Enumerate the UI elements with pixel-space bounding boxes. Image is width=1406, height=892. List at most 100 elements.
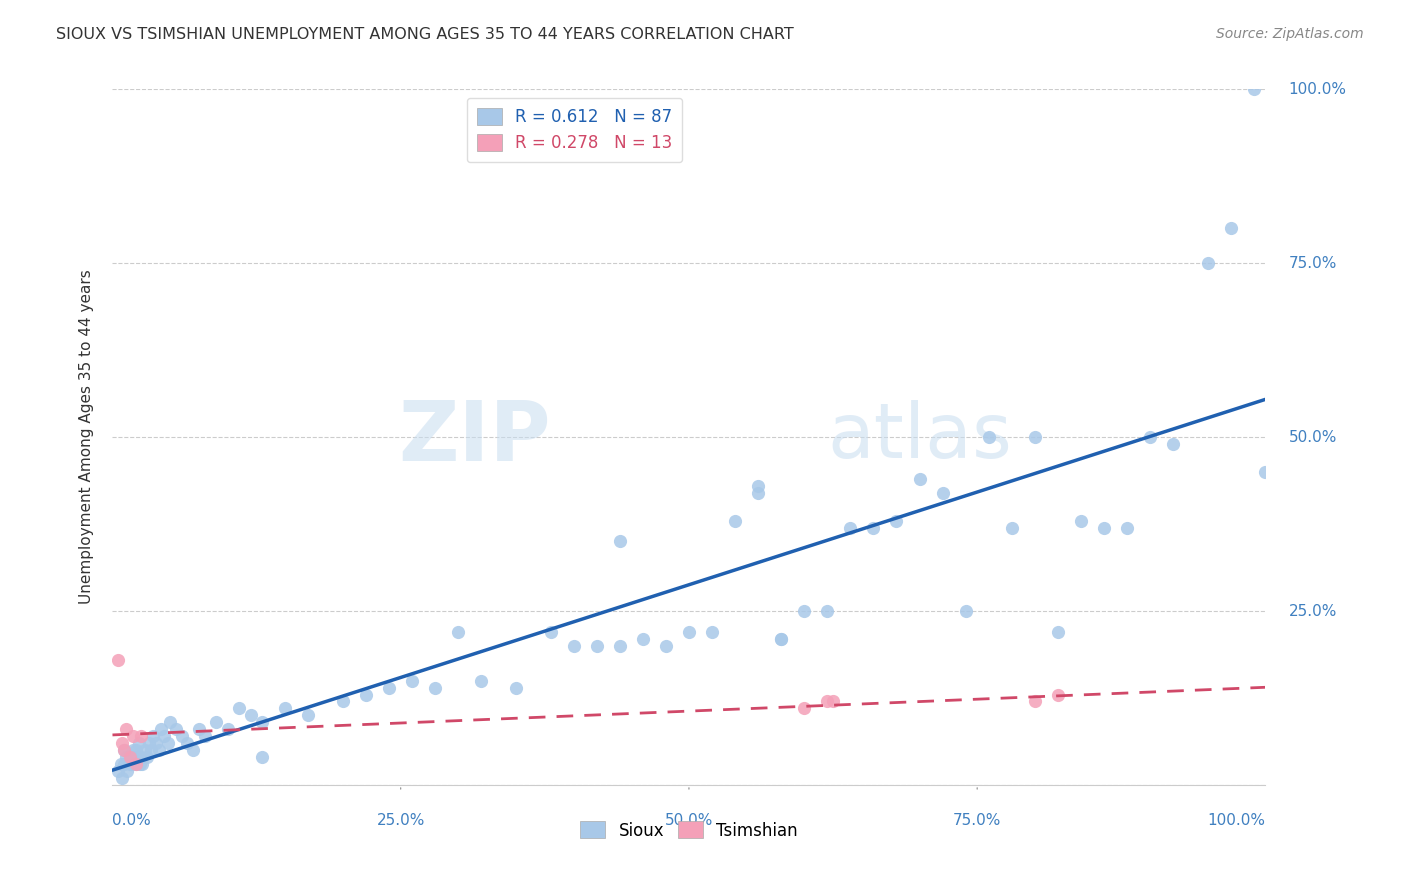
Point <box>124 757 146 772</box>
Point <box>1046 624 1069 639</box>
Point <box>228 701 250 715</box>
Point <box>1161 437 1184 451</box>
Point <box>770 632 793 646</box>
Point <box>110 757 132 772</box>
Point <box>170 729 193 743</box>
Point <box>136 750 159 764</box>
Point <box>631 632 654 646</box>
Point <box>470 673 492 688</box>
Point <box>821 694 844 708</box>
Point <box>239 708 262 723</box>
Point <box>149 723 172 737</box>
Point <box>609 534 631 549</box>
Point <box>297 708 319 723</box>
Text: 50.0%: 50.0% <box>1288 430 1337 444</box>
Point <box>118 750 141 764</box>
Point <box>609 639 631 653</box>
Point <box>678 624 700 639</box>
Point <box>274 701 297 715</box>
Point <box>131 757 153 772</box>
Point <box>747 485 769 500</box>
Point <box>401 673 423 688</box>
Point <box>112 743 135 757</box>
Point <box>505 681 527 695</box>
Point <box>1254 465 1277 479</box>
Point <box>908 472 931 486</box>
Text: 75.0%: 75.0% <box>953 813 1001 828</box>
Point <box>332 694 354 708</box>
Point <box>176 736 198 750</box>
Point <box>121 757 143 772</box>
Point <box>1197 256 1219 270</box>
Point <box>562 639 585 653</box>
Point <box>107 653 129 667</box>
Point <box>107 764 129 778</box>
Point <box>165 723 187 737</box>
Point <box>378 681 401 695</box>
Point <box>931 485 953 500</box>
Point <box>252 750 274 764</box>
Point <box>886 514 908 528</box>
Point <box>217 723 239 737</box>
Point <box>1070 514 1092 528</box>
Point <box>124 743 146 757</box>
Point <box>425 681 447 695</box>
Text: 25.0%: 25.0% <box>1288 604 1337 618</box>
Point <box>1001 520 1024 534</box>
Point <box>122 729 145 743</box>
Text: 100.0%: 100.0% <box>1288 82 1347 96</box>
Text: 100.0%: 100.0% <box>1208 813 1265 828</box>
Point <box>122 750 145 764</box>
Point <box>115 723 138 737</box>
Text: 0.0%: 0.0% <box>112 813 152 828</box>
Point <box>112 757 135 772</box>
Point <box>124 757 146 772</box>
Point <box>129 757 152 772</box>
Point <box>194 729 217 743</box>
Point <box>139 743 162 757</box>
Point <box>1219 221 1241 235</box>
Text: atlas: atlas <box>827 401 1012 474</box>
Point <box>585 639 607 653</box>
Point <box>138 736 160 750</box>
Point <box>815 694 838 708</box>
Text: Source: ZipAtlas.com: Source: ZipAtlas.com <box>1216 27 1364 41</box>
Point <box>1243 82 1265 96</box>
Point <box>1139 430 1161 444</box>
Point <box>955 604 977 618</box>
Point <box>540 624 562 639</box>
Point <box>127 750 149 764</box>
Point <box>129 750 153 764</box>
Point <box>1024 694 1046 708</box>
Point <box>770 632 793 646</box>
Point <box>120 750 142 764</box>
Point <box>700 624 723 639</box>
Point <box>145 736 167 750</box>
Point <box>122 743 145 757</box>
Text: ZIP: ZIP <box>398 397 551 477</box>
Point <box>839 520 862 534</box>
Point <box>159 715 181 730</box>
Text: 25.0%: 25.0% <box>377 813 425 828</box>
Text: 75.0%: 75.0% <box>1288 256 1337 270</box>
Point <box>862 520 884 534</box>
Point <box>134 743 156 757</box>
Point <box>117 764 139 778</box>
Point <box>724 514 747 528</box>
Point <box>1046 688 1069 702</box>
Point <box>148 743 170 757</box>
Text: 50.0%: 50.0% <box>665 813 713 828</box>
Point <box>156 736 179 750</box>
Point <box>793 604 815 618</box>
Point <box>111 771 134 785</box>
Point <box>128 736 150 750</box>
Point <box>1116 520 1139 534</box>
Point <box>793 701 815 715</box>
Point <box>1092 520 1115 534</box>
Point <box>153 729 176 743</box>
Point <box>977 430 1000 444</box>
Point <box>1024 430 1046 444</box>
Point <box>129 729 153 743</box>
Point <box>354 688 377 702</box>
Point <box>205 715 228 730</box>
